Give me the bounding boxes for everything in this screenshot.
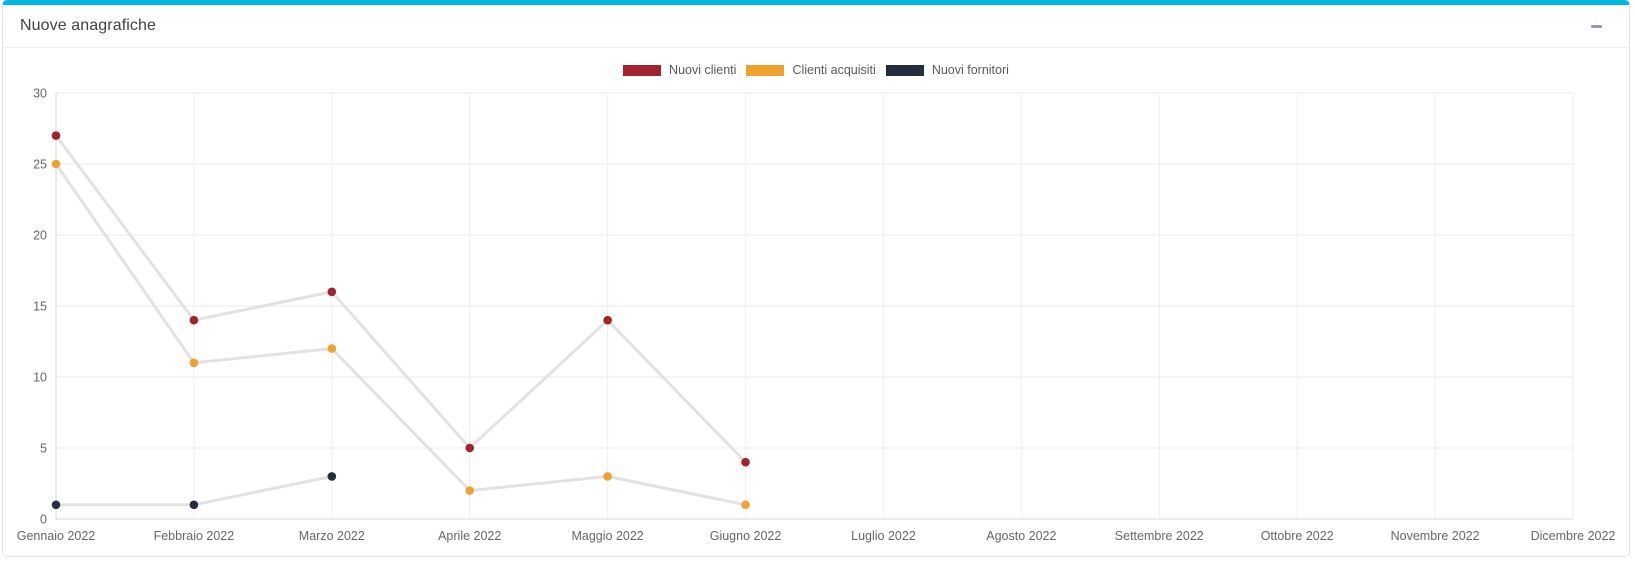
legend-swatch <box>746 64 785 76</box>
series-line <box>54 162 748 507</box>
y-axis-tick-label: 10 <box>33 371 47 385</box>
x-axis-tick-label: Marzo 2022 <box>299 529 365 543</box>
data-point[interactable] <box>465 486 475 495</box>
line-chart-svg: 0 5 10 15 20 25 30 Gennaio 2022 Febbraio 2022 Mar… <box>17 87 1616 544</box>
data-point[interactable] <box>741 500 750 510</box>
y-axis-tick-label: 25 <box>33 158 47 172</box>
series-line <box>54 134 748 464</box>
data-point[interactable] <box>327 472 337 481</box>
data-point[interactable] <box>327 344 337 353</box>
legend-swatch <box>885 64 924 76</box>
legend-label: Nuovi clienti <box>669 63 737 77</box>
x-axis-tick-label: Febbraio 2022 <box>154 529 235 543</box>
y-axis-tick-label: 5 <box>40 442 47 456</box>
legend-item[interactable]: Nuovi clienti <box>623 63 736 77</box>
x-axis-tick-label: Ottobre 2022 <box>1261 529 1334 543</box>
y-axis-tick-label: 30 <box>33 87 47 101</box>
data-point[interactable] <box>189 358 199 368</box>
x-axis-tick-label: Maggio 2022 <box>571 529 643 543</box>
x-axis-tick-label: Luglio 2022 <box>851 529 916 543</box>
x-axis-tick-label: Novembre 2022 <box>1391 529 1480 543</box>
legend-swatch <box>623 64 662 76</box>
data-point[interactable] <box>51 500 61 510</box>
x-axis-tick-label: Gennaio 2022 <box>17 529 96 543</box>
legend-label: Nuovi fornitori <box>931 63 1009 77</box>
data-point[interactable] <box>189 315 199 325</box>
minimize-icon <box>1591 24 1602 28</box>
data-point[interactable] <box>51 131 61 140</box>
data-point[interactable] <box>465 443 475 453</box>
card-title: Nuove anagrafiche <box>20 17 157 34</box>
y-axis-tick-label: 0 <box>40 513 47 527</box>
y-axis-tick-label: 20 <box>33 229 47 243</box>
data-point[interactable] <box>51 159 61 169</box>
card-header: Nuove anagrafiche <box>3 5 1629 48</box>
data-point[interactable] <box>327 287 337 297</box>
data-point[interactable] <box>603 315 612 325</box>
x-axis-tick-label: Aprile 2022 <box>438 529 501 543</box>
x-axis-tick-label: Dicembre 2022 <box>1531 529 1616 543</box>
data-point[interactable] <box>741 457 750 467</box>
data-point[interactable] <box>603 472 612 481</box>
x-axis-tick-label: Agosto 2022 <box>986 529 1056 543</box>
y-axis-tick-label: 15 <box>33 300 47 314</box>
legend-item[interactable]: Clienti acquisiti <box>746 63 876 77</box>
collapse-card-button[interactable] <box>1585 19 1608 34</box>
x-axis-tick-label: Giugno 2022 <box>710 529 782 543</box>
x-axis-tick-label: Settembre 2022 <box>1115 529 1204 543</box>
legend-label: Clienti acquisiti <box>792 63 876 77</box>
chart-legend: Nuovi clienti Clienti acquisiti Nuovi forn… <box>3 63 1629 77</box>
legend-item[interactable]: Nuovi fornitori <box>885 63 1009 77</box>
data-point[interactable] <box>189 500 199 510</box>
chart-area: 0 5 10 15 20 25 30 Gennaio 2022 Febbraio 2022 Mar… <box>3 48 1629 555</box>
